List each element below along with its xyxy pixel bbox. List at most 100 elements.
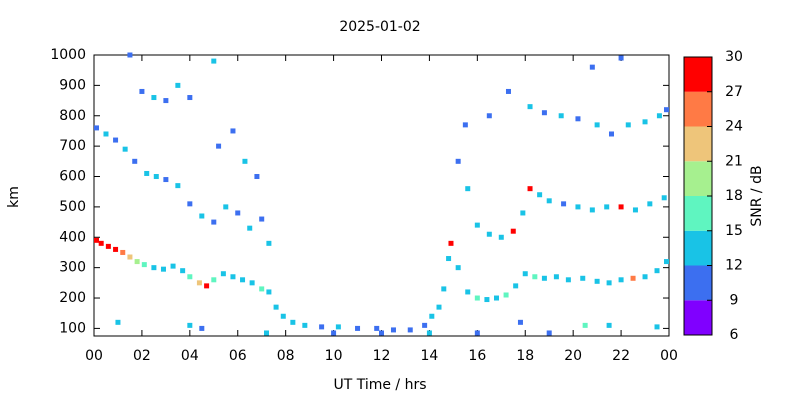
echo-point — [527, 104, 533, 110]
x-tick-label: 00 — [660, 348, 678, 364]
echo-point — [546, 330, 552, 336]
echo-point — [604, 204, 610, 210]
echo-point — [273, 304, 279, 310]
echo-point — [498, 234, 504, 240]
echo-point — [465, 289, 471, 295]
colorbar-tick-label: 21 — [725, 153, 743, 169]
echo-point — [160, 266, 166, 272]
x-axis-label: UT Time / hrs — [333, 377, 426, 393]
x-tick-label: 18 — [516, 348, 534, 364]
echo-point — [594, 122, 600, 128]
echo-point — [594, 278, 600, 284]
colorbar-label: SNR / dB — [749, 165, 765, 226]
y-tick-label: 300 — [59, 260, 86, 276]
echo-point — [235, 210, 241, 216]
echo-point — [216, 143, 222, 149]
echo-point — [211, 277, 217, 283]
echo-point — [247, 225, 253, 231]
echo-point — [113, 246, 119, 252]
x-tick-label: 06 — [229, 348, 247, 364]
colorbar-tick-label: 27 — [725, 84, 743, 100]
x-tick-label: 04 — [181, 348, 199, 364]
echo-point — [144, 170, 150, 176]
echo-point — [664, 259, 669, 265]
x-tick-label: 14 — [421, 348, 439, 364]
echo-point — [582, 322, 588, 328]
echo-point — [230, 128, 236, 134]
echo-point — [541, 110, 547, 116]
echo-point — [266, 240, 272, 246]
x-tick-label: 10 — [325, 348, 343, 364]
echo-point — [94, 125, 99, 131]
echo-point — [541, 275, 547, 281]
echo-point — [513, 283, 519, 289]
echo-point — [618, 204, 624, 210]
echo-point — [441, 286, 447, 292]
echo-point — [163, 177, 169, 183]
colorbar-band — [684, 300, 712, 335]
echo-point — [223, 204, 229, 210]
x-tick-label: 22 — [612, 348, 630, 364]
echo-point — [187, 322, 193, 328]
echo-point — [664, 107, 669, 113]
echo-point — [494, 295, 499, 301]
echo-point — [446, 256, 452, 262]
echo-point — [211, 219, 217, 225]
colorbar-tick-label: 6 — [730, 327, 739, 343]
echo-point — [151, 95, 157, 101]
echo-point — [355, 325, 361, 331]
echo-point — [558, 113, 564, 119]
echo-point — [141, 262, 147, 268]
colorbar-band — [684, 230, 712, 266]
echo-point — [647, 201, 653, 207]
y-tick-label: 600 — [59, 169, 86, 185]
echo-point — [331, 330, 337, 336]
colorbar-tick-label: 12 — [725, 258, 743, 274]
echo-point — [422, 322, 428, 328]
echo-point — [199, 325, 205, 331]
echo-point — [259, 286, 265, 292]
echo-point — [656, 113, 662, 119]
echo-point — [642, 274, 648, 280]
echo-point — [618, 55, 624, 61]
colorbar-tick-label: 24 — [725, 119, 743, 135]
colorbar-tick-label: 15 — [725, 223, 743, 239]
echo-point — [204, 283, 210, 289]
x-tick-label: 00 — [85, 348, 103, 364]
echo-point — [139, 88, 145, 94]
echo-point — [505, 88, 511, 94]
y-axis-label: km — [6, 186, 22, 208]
echo-point — [134, 259, 140, 265]
colorbar-band — [684, 91, 712, 127]
echo-point — [589, 64, 595, 70]
echo-point — [199, 213, 205, 219]
echo-point — [259, 216, 265, 222]
echo-point — [553, 274, 559, 280]
echo-point — [264, 330, 269, 336]
echo-point — [170, 263, 176, 269]
colorbar-band — [684, 196, 712, 231]
echo-point — [120, 249, 126, 255]
echo-point — [448, 240, 454, 246]
echo-point — [407, 327, 413, 333]
echo-point — [127, 52, 133, 58]
x-tick-label: 08 — [277, 348, 295, 364]
echo-point — [625, 122, 631, 128]
y-tick-label: 500 — [59, 199, 86, 215]
x-tick-label: 16 — [468, 348, 486, 364]
echo-point — [132, 158, 138, 164]
echo-point — [517, 319, 523, 325]
echo-point — [175, 183, 181, 189]
echo-point — [654, 324, 660, 330]
echo-point — [280, 313, 286, 319]
echo-point — [522, 271, 528, 277]
echo-point — [242, 158, 248, 164]
x-tick-label: 02 — [133, 348, 151, 364]
echo-point — [642, 119, 648, 125]
echo-point — [537, 192, 543, 198]
echo-point — [589, 207, 595, 213]
echo-point — [230, 274, 236, 280]
y-tick-label: 200 — [59, 290, 86, 306]
echo-point — [187, 274, 193, 280]
echo-point — [127, 254, 133, 260]
